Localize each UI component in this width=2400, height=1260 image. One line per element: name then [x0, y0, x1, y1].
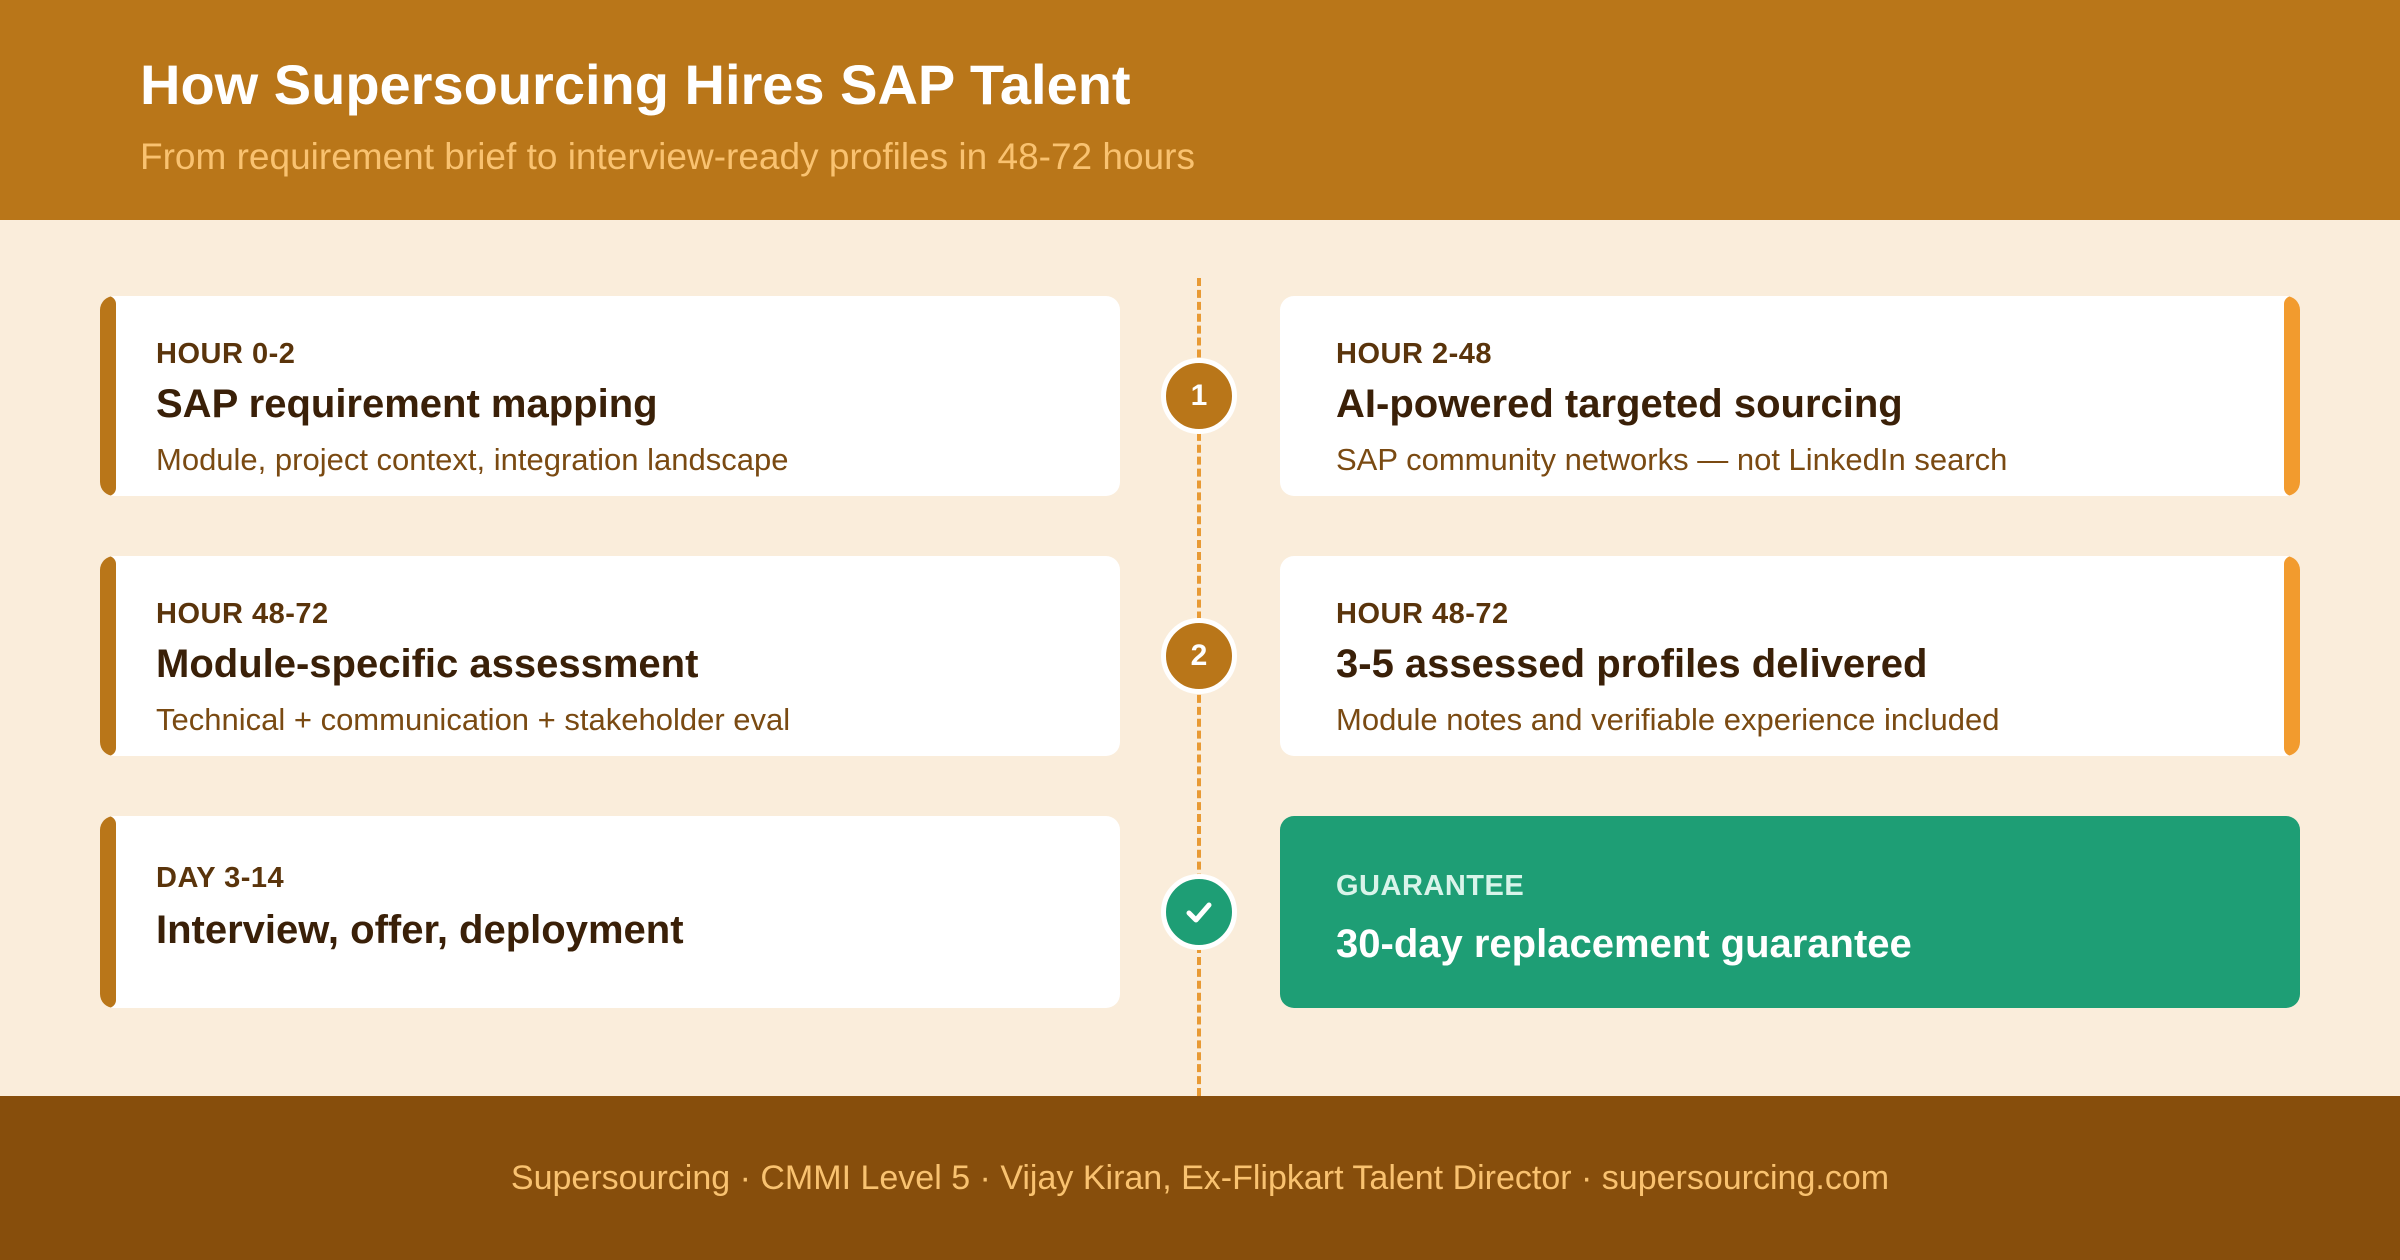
page-title: How Supersourcing Hires SAP Talent	[140, 53, 1131, 116]
step-description: Module, project context, integration lan…	[156, 442, 789, 477]
step-node-2: 2	[1161, 618, 1237, 694]
step-label: HOUR 48-72	[156, 598, 329, 630]
step-heading: AI-powered targeted sourcing	[1336, 382, 1903, 426]
footer-text: Supersourcing · CMMI Level 5 · Vijay Kir…	[510, 1158, 1890, 1197]
page-subtitle: From requirement brief to interview-read…	[140, 136, 1195, 177]
check-node	[1161, 874, 1237, 950]
step-card-deployment: DAY 3-14 Interview, offer, deployment	[100, 816, 1120, 1008]
step-card-targeted-sourcing: HOUR 2-48 AI-powered targeted sourcing S…	[1280, 296, 2300, 496]
step-description: Module notes and verifiable experience i…	[1336, 702, 2000, 737]
step-label: HOUR 0-2	[156, 338, 296, 370]
card-accent-bar	[2284, 296, 2300, 496]
step-label: HOUR 2-48	[1336, 338, 1492, 370]
footer: Supersourcing · CMMI Level 5 · Vijay Kir…	[0, 1096, 2400, 1260]
step-heading: 3-5 assessed profiles delivered	[1336, 642, 1928, 686]
step-heading: SAP requirement mapping	[156, 382, 658, 426]
card-accent-bar	[100, 816, 116, 1008]
step-description: Technical + communication + stakeholder …	[156, 702, 791, 737]
step-card-assessment: HOUR 48-72 Module-specific assessment Te…	[100, 556, 1120, 756]
card-accent-bar	[2284, 556, 2300, 756]
guarantee-card: GUARANTEE 30-day replacement guarantee	[1280, 816, 2300, 1008]
step-card-requirement-mapping: HOUR 0-2 SAP requirement mapping Module,…	[100, 296, 1120, 496]
step-description: SAP community networks — not LinkedIn se…	[1336, 442, 2008, 477]
step-card-profiles-delivered: HOUR 48-72 3-5 assessed profiles deliver…	[1280, 556, 2300, 756]
guarantee-heading: 30-day replacement guarantee	[1336, 922, 1912, 966]
step-heading: Interview, offer, deployment	[156, 908, 684, 952]
guarantee-label: GUARANTEE	[1336, 870, 1525, 902]
step-heading: Module-specific assessment	[156, 642, 699, 686]
card-accent-bar	[100, 556, 116, 756]
check-icon	[1186, 902, 1212, 923]
card-accent-bar	[100, 296, 116, 496]
step-node-1: 1	[1161, 358, 1237, 434]
step-label: HOUR 48-72	[1336, 598, 1509, 630]
header: How Supersourcing Hires SAP Talent From …	[0, 0, 2400, 220]
step-label: DAY 3-14	[156, 862, 285, 894]
